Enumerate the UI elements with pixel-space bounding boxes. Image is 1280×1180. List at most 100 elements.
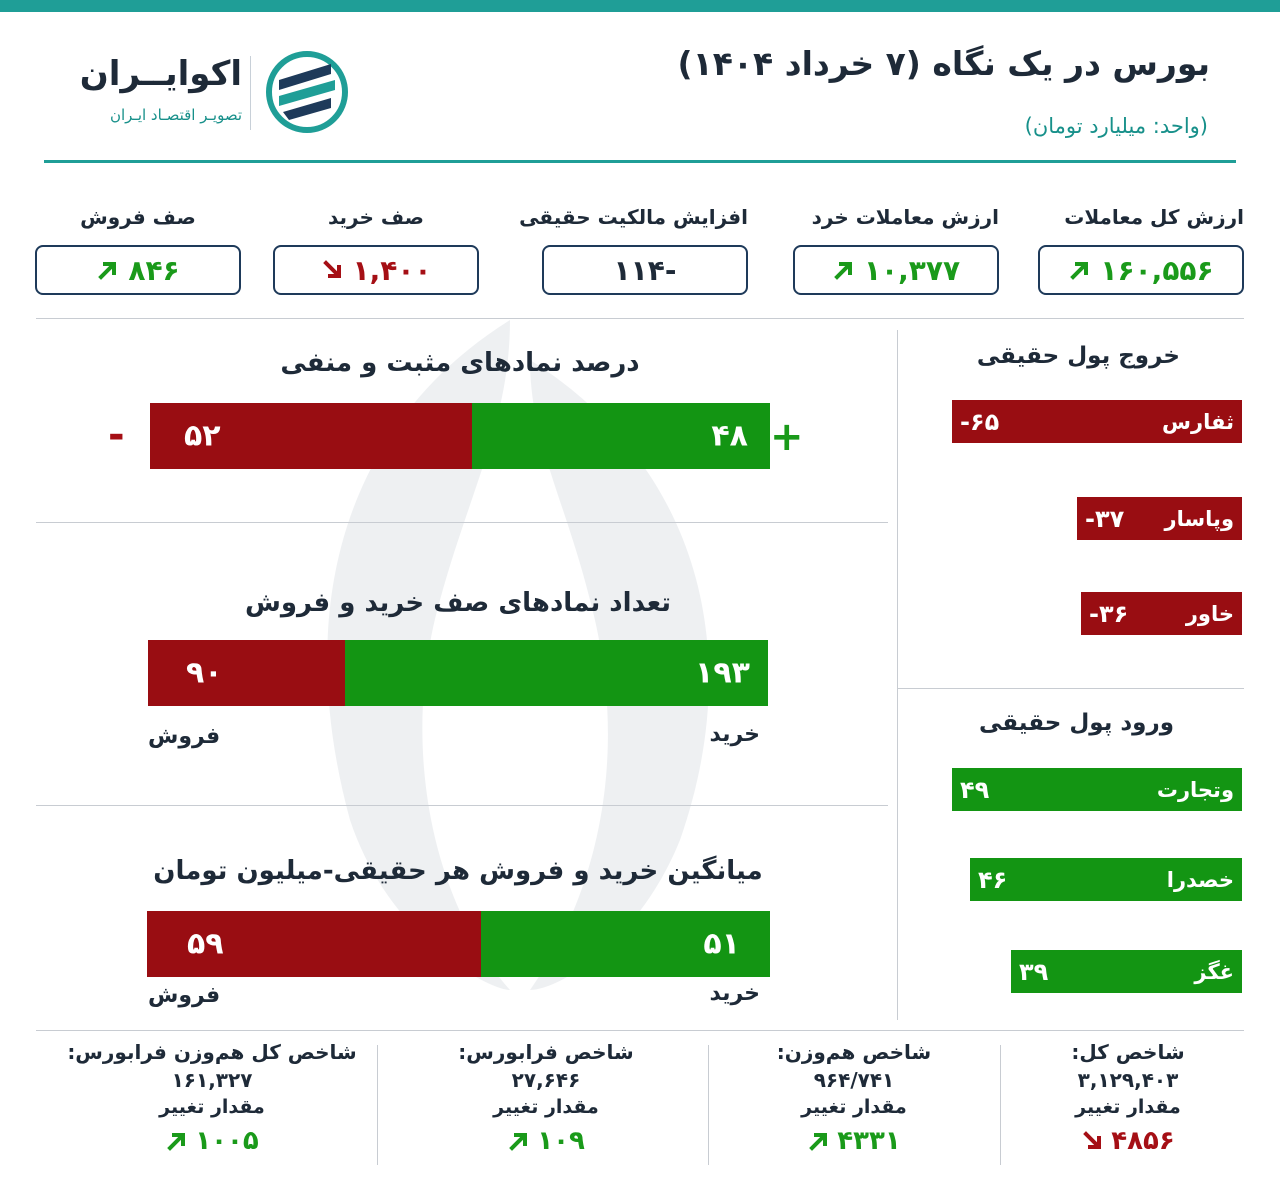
index-change: ۴۸۵۶ xyxy=(978,1126,1278,1156)
buy-queue-segment: ۱۹۳ xyxy=(345,640,768,706)
kpi-box: -۱۱۴ xyxy=(542,245,748,295)
brand-logo: اکوایــران تصویـر اقتصـاد ایـران xyxy=(70,50,360,140)
kpi-value: ۸۴۶ xyxy=(128,253,180,287)
kpi-value: -۱۱۴ xyxy=(613,253,677,287)
kpi-retail-value: ارزش معاملات خرد ۱۰,۳۷۷ xyxy=(793,205,999,295)
up-arrow-icon xyxy=(509,1133,528,1151)
divider xyxy=(36,318,1244,319)
kpi-sell-queue: صف فروش ۸۴۶ xyxy=(35,205,241,295)
kpi-label: صف خرید xyxy=(327,205,425,229)
index-title: شاخص کل هم‌وزن فرابورس: xyxy=(67,1040,357,1064)
index-value: ۳,۱۲۹,۴۰۳ xyxy=(1077,1068,1179,1092)
buy-label: خرید xyxy=(709,981,760,1006)
divider xyxy=(36,522,888,523)
minus-sign: - xyxy=(108,412,125,458)
divider xyxy=(897,688,1244,689)
logo-mark-icon xyxy=(266,51,348,133)
divider xyxy=(36,805,888,806)
outflow-title: خروج پول حقیقی xyxy=(976,343,1180,369)
index-change-value: ۱۰۹ xyxy=(537,1126,585,1156)
kpi-label: ارزش معاملات خرد xyxy=(811,205,999,229)
kpi-box: ۸۴۶ xyxy=(35,245,241,295)
inflow-title: ورود پول حقیقی xyxy=(978,710,1174,736)
symbol-value: -۶۵ xyxy=(960,407,1000,436)
symbol-value: ۴۶ xyxy=(978,865,1008,894)
outflow-bar: وپاسار -۳۷ xyxy=(1077,497,1242,540)
up-arrow-icon xyxy=(167,1133,186,1151)
kpi-value: ۱۶۰,۵۵۶ xyxy=(1100,253,1214,287)
index-total: شاخص کل: ۳,۱۲۹,۴۰۳ مقدار تغییر ۴۸۵۶ xyxy=(978,1040,1278,1156)
symbol-name: وپاسار xyxy=(1164,506,1234,531)
kpi-total-value: ارزش کل معاملات ۱۶۰,۵۵۶ xyxy=(1038,205,1244,295)
kpi-value: ۱۰,۳۷۷ xyxy=(863,253,961,287)
up-arrow-icon xyxy=(834,262,852,280)
avg-buy-segment: ۵۱ xyxy=(481,911,770,977)
positive-segment: ۴۸ xyxy=(472,403,770,469)
queues-title: تعداد نمادهای صف خرید و فروش xyxy=(244,588,672,618)
index-title: شاخص کل: xyxy=(1071,1040,1185,1064)
divider xyxy=(36,1030,1244,1031)
pos-neg-bar: ۵۲ ۴۸ xyxy=(150,403,770,469)
inflow-bar: خصدرا ۴۶ xyxy=(970,858,1242,901)
plus-sign: + xyxy=(770,414,804,460)
index-change-value: ۴۳۳۱ xyxy=(837,1126,901,1156)
avg-trade-bar: ۵۹ ۵۱ xyxy=(147,911,770,977)
kpi-box: ۱,۴۰۰ xyxy=(273,245,479,295)
avg-trade-title: میانگین خرید و فروش هر حقیقی-میلیون توما… xyxy=(153,856,763,886)
symbol-name: خصدرا xyxy=(1166,867,1234,892)
index-change-value: ۱۰۰۵ xyxy=(195,1126,259,1156)
symbol-name: غگز xyxy=(1194,959,1234,984)
index-farabourse-equal-weight: شاخص کل هم‌وزن فرابورس: ۱۶۱,۳۲۷ مقدار تغ… xyxy=(62,1040,362,1156)
symbol-value: ۳۹ xyxy=(1019,957,1049,986)
kpi-label: افزایش مالکیت حقیقی xyxy=(519,205,748,229)
index-change-value: ۴۸۵۶ xyxy=(1111,1126,1175,1156)
inflow-bar: غگز ۳۹ xyxy=(1011,950,1242,993)
up-arrow-icon xyxy=(98,262,117,280)
down-arrow-icon xyxy=(322,260,341,278)
outflow-bar: ثفارس -۶۵ xyxy=(952,400,1242,443)
index-title: شاخص فرابورس: xyxy=(458,1040,634,1064)
column-divider xyxy=(1000,1045,1001,1165)
positive-value: ۴۸ xyxy=(711,418,748,454)
symbol-value: ۴۹ xyxy=(960,775,990,804)
buy-label: خرید xyxy=(709,722,760,747)
index-equal-weight: شاخص هم‌وزن: ۹۶۴/۷۴۱ مقدار تغییر ۴۳۳۱ xyxy=(704,1040,1004,1156)
index-title: شاخص هم‌وزن: xyxy=(776,1040,932,1064)
column-divider xyxy=(897,330,898,1020)
kpi-value: ۱,۴۰۰ xyxy=(352,253,432,287)
column-divider xyxy=(708,1045,709,1165)
negative-segment: ۵۲ xyxy=(150,403,473,469)
symbol-value: -۳۷ xyxy=(1085,504,1125,533)
sell-label: فروش xyxy=(148,983,221,1008)
kpi-buy-queue: صف خرید ۱,۴۰۰ xyxy=(273,205,479,295)
avg-buy-value: ۵۱ xyxy=(703,926,740,962)
logo-name: اکوایــران xyxy=(79,54,242,94)
down-arrow-icon xyxy=(1083,1131,1102,1149)
header-divider xyxy=(44,160,1236,163)
negative-value: ۵۲ xyxy=(184,418,221,454)
sell-label: فروش xyxy=(148,724,221,749)
symbol-value: -۳۶ xyxy=(1089,599,1129,628)
up-arrow-icon xyxy=(809,1133,828,1151)
pos-neg-title: درصد نمادهای مثبت و منفی xyxy=(280,348,640,378)
kpi-box: ۱۰,۳۷۷ xyxy=(793,245,999,295)
index-change: ۱۰۰۵ xyxy=(62,1126,362,1156)
logo-tagline: تصویـر اقتصـاد ایـران xyxy=(109,106,242,124)
index-change: ۴۳۳۱ xyxy=(704,1126,1004,1156)
index-change-label: مقدار تغییر xyxy=(1075,1096,1181,1118)
logo-divider xyxy=(250,56,251,130)
index-value: ۲۷,۶۴۶ xyxy=(511,1068,581,1092)
index-value: ۹۶۴/۷۴۱ xyxy=(813,1068,895,1092)
queues-bar: ۹۰ ۱۹۳ xyxy=(148,640,768,706)
sell-queue-segment: ۹۰ xyxy=(148,640,346,706)
index-value: ۱۶۱,۳۲۷ xyxy=(171,1068,253,1092)
up-arrow-icon xyxy=(1070,262,1089,280)
symbol-name: ثفارس xyxy=(1162,409,1234,434)
unit-note: (واحد: میلیارد تومان) xyxy=(1024,114,1208,138)
index-change: ۱۰۹ xyxy=(396,1126,696,1156)
inflow-bar: وتجارت ۴۹ xyxy=(952,768,1242,811)
buy-queue-value: ۱۹۳ xyxy=(695,655,750,691)
column-divider xyxy=(377,1045,378,1165)
kpi-label: صف فروش xyxy=(80,205,196,229)
page-title: بورس در یک نگاه (۷ خرداد ۱۴۰۴) xyxy=(677,44,1210,83)
